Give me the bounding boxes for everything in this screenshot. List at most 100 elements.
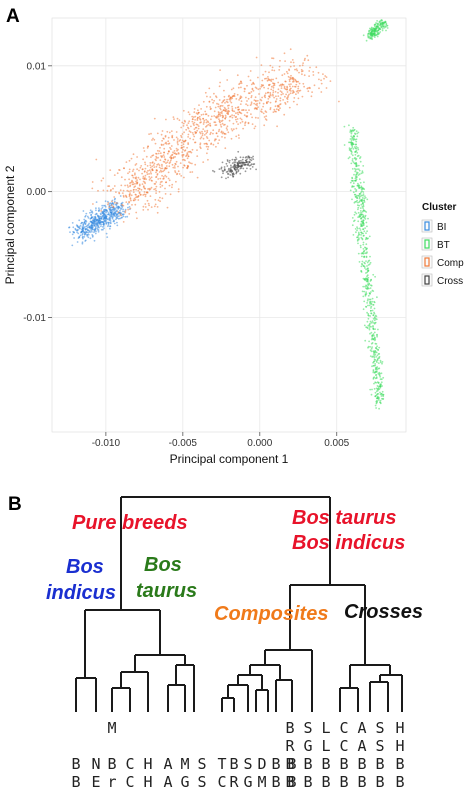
point	[175, 147, 178, 150]
y-tick-label: 0.01	[27, 61, 47, 72]
point	[366, 275, 368, 278]
point	[259, 87, 261, 90]
point	[165, 181, 168, 184]
point	[203, 119, 206, 122]
point	[304, 57, 306, 60]
point	[115, 217, 118, 220]
point	[188, 120, 191, 123]
point	[288, 106, 291, 109]
point	[352, 161, 355, 164]
point	[212, 132, 214, 135]
point	[132, 181, 135, 184]
point	[232, 122, 235, 125]
point	[292, 79, 295, 81]
point	[286, 97, 288, 99]
point	[352, 182, 355, 185]
point	[360, 265, 363, 268]
leaf-label: B	[357, 755, 366, 773]
point	[355, 146, 358, 148]
point	[244, 159, 247, 162]
point	[155, 165, 158, 168]
point	[81, 230, 83, 233]
point	[163, 147, 166, 150]
point	[191, 148, 194, 151]
point	[256, 104, 258, 107]
point	[101, 226, 104, 228]
point	[147, 145, 150, 148]
point	[352, 139, 355, 142]
point	[133, 197, 136, 200]
point	[367, 304, 369, 307]
point	[378, 407, 380, 410]
point	[151, 154, 154, 157]
point	[297, 97, 300, 100]
point	[220, 176, 223, 179]
point	[181, 151, 184, 154]
point	[158, 164, 161, 167]
point	[163, 151, 166, 154]
point	[119, 195, 122, 197]
point	[221, 112, 223, 114]
point	[370, 303, 372, 306]
point	[187, 155, 190, 158]
dendro-link	[167, 684, 186, 712]
point	[354, 157, 356, 159]
point	[362, 228, 365, 231]
point	[351, 186, 353, 188]
point	[94, 221, 96, 224]
point	[224, 147, 227, 150]
point	[95, 201, 98, 204]
point	[202, 117, 205, 120]
point	[362, 215, 364, 218]
point	[187, 136, 190, 138]
point	[132, 183, 135, 186]
point	[181, 133, 184, 135]
point	[369, 292, 371, 295]
point	[364, 294, 367, 297]
legend-key	[421, 273, 433, 287]
point	[256, 99, 259, 102]
point	[191, 132, 194, 134]
point	[243, 114, 246, 117]
point	[363, 300, 366, 303]
point	[363, 278, 366, 281]
point	[297, 92, 300, 94]
point	[264, 96, 267, 99]
point	[238, 164, 241, 167]
point	[366, 261, 369, 264]
point	[180, 175, 183, 177]
y-axis-title: Principal component 2	[3, 165, 17, 284]
point	[191, 171, 194, 173]
point	[81, 227, 84, 229]
point	[283, 113, 286, 116]
point	[251, 166, 254, 168]
point	[152, 164, 155, 167]
point	[264, 77, 266, 80]
point	[144, 163, 147, 166]
leaf-label: M	[257, 773, 266, 791]
point	[362, 194, 364, 197]
point	[222, 99, 225, 102]
point	[205, 136, 208, 138]
point	[355, 174, 357, 177]
point	[240, 165, 243, 168]
point	[272, 91, 275, 94]
point	[206, 152, 208, 155]
point	[366, 320, 369, 323]
point	[358, 178, 361, 181]
point	[245, 103, 248, 106]
point	[260, 64, 263, 66]
point	[128, 195, 131, 198]
point	[153, 205, 156, 208]
point	[368, 328, 371, 331]
point	[80, 231, 82, 234]
point	[88, 222, 90, 225]
point	[360, 252, 363, 255]
point	[100, 179, 103, 182]
point	[373, 388, 376, 390]
point	[89, 237, 92, 240]
point	[190, 151, 193, 154]
point	[161, 165, 163, 167]
leaf-label: B	[303, 773, 312, 791]
point	[226, 129, 229, 131]
